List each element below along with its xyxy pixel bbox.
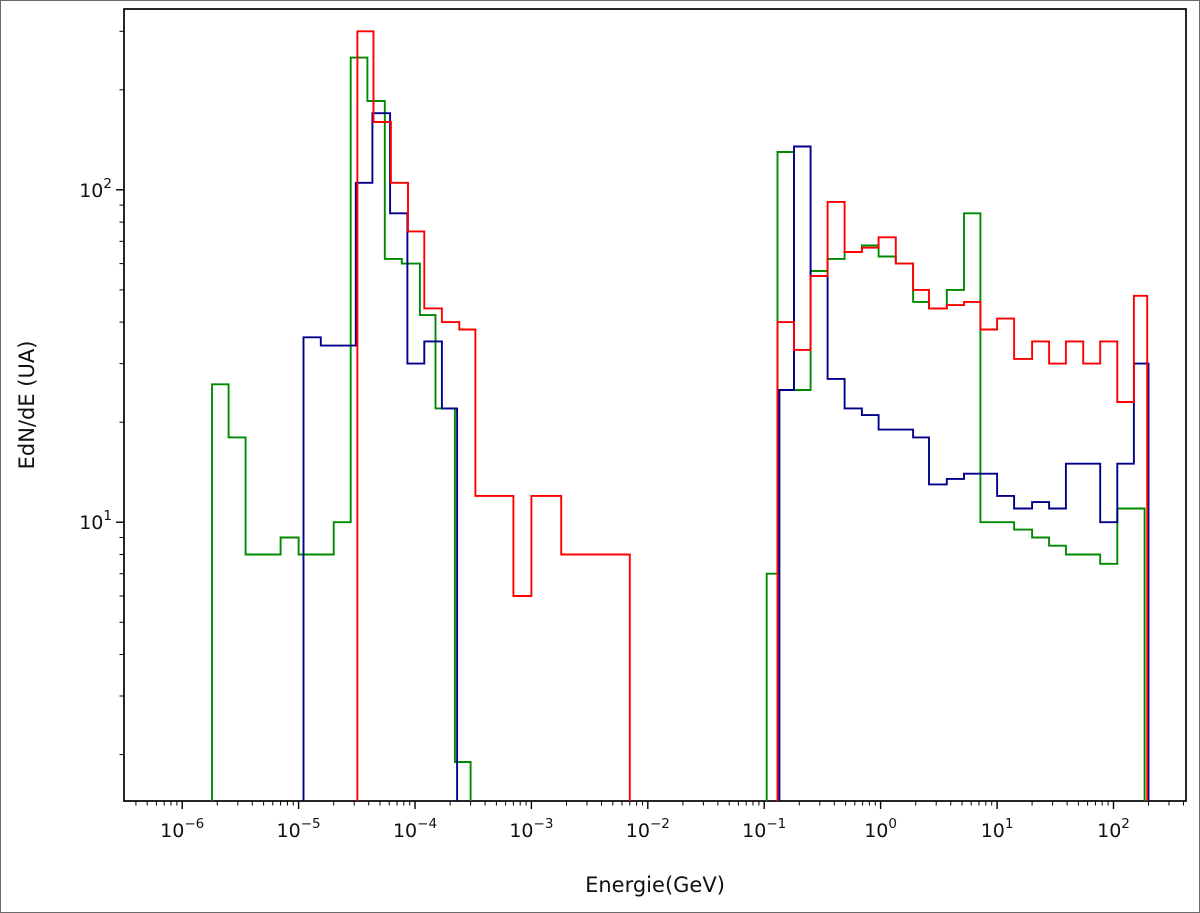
svg-text:10−4: 10−4 [393, 816, 437, 842]
svg-text:102: 102 [1097, 816, 1130, 842]
svg-text:100: 100 [864, 816, 897, 842]
svg-text:10−3: 10−3 [509, 816, 553, 842]
svg-text:101: 101 [79, 508, 112, 534]
svg-text:10−2: 10−2 [626, 816, 670, 842]
svg-text:102: 102 [79, 176, 112, 202]
svg-text:10−5: 10−5 [277, 816, 321, 842]
svg-text:10−1: 10−1 [742, 816, 786, 842]
y-axis-label: EdN/dE (UA) [15, 340, 39, 470]
x-axis-label: Energie(GeV) [585, 873, 725, 897]
svg-text:10−6: 10−6 [160, 816, 204, 842]
svg-text:101: 101 [981, 816, 1014, 842]
